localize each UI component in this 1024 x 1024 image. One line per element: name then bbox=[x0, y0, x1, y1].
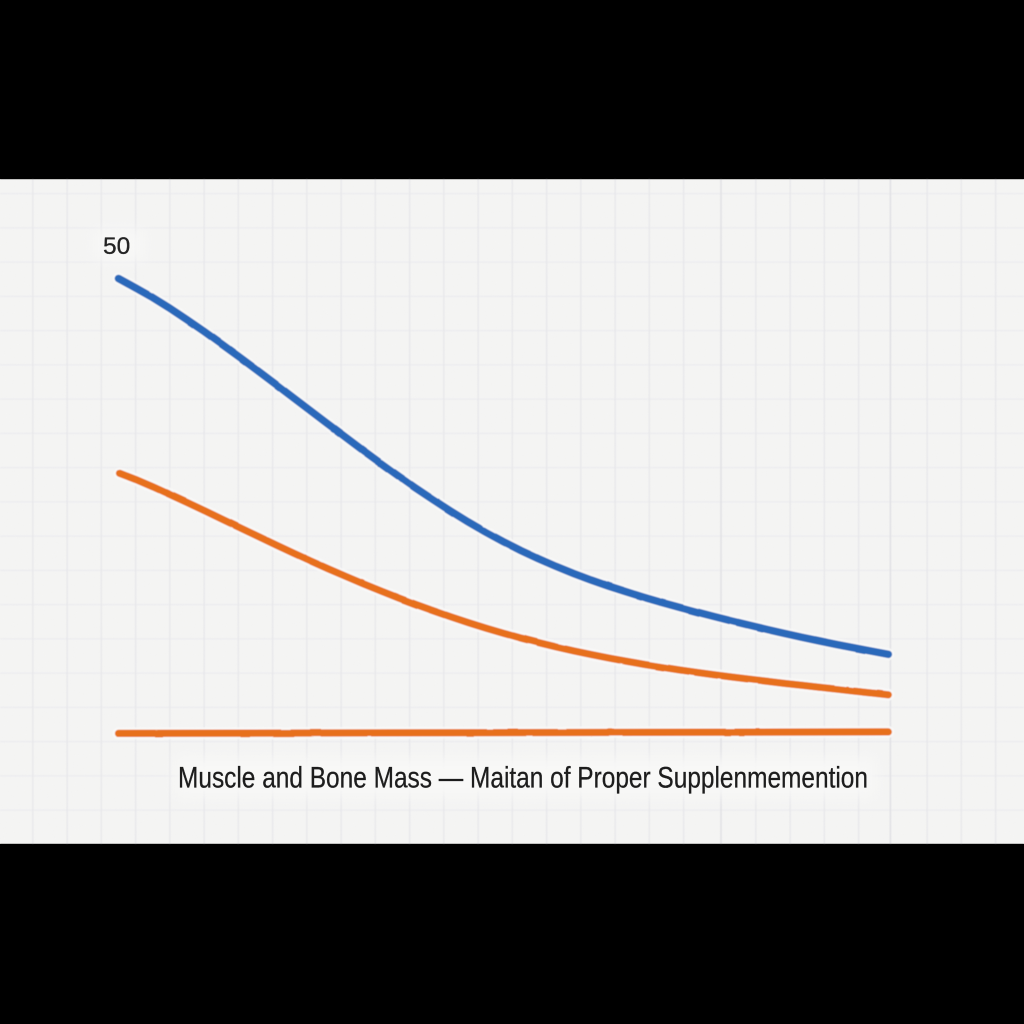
svg-text:Muscle and Bone Mass — Maitan: Muscle and Bone Mass — Maitan of Proper … bbox=[178, 762, 868, 795]
svg-text:50: 50 bbox=[103, 233, 130, 260]
